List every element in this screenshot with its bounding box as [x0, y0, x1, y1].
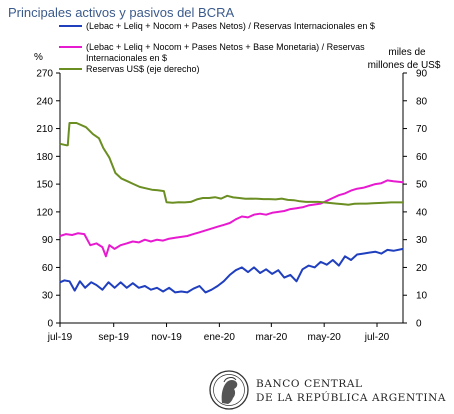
- right-tick-label: 40: [416, 207, 428, 218]
- x-tick-label: ene-20: [204, 332, 236, 343]
- right-tick-label: 90: [416, 69, 428, 80]
- x-axis-ticks: jul-19 sep-19 nov-19 ene-20 mar-20 may-20 jul-…: [47, 323, 390, 343]
- series-line-3: [59, 122, 403, 206]
- right-axis-unit-line2: millones de US$: [368, 60, 441, 71]
- legend-label-series-3: Reservas US$ (eje derecho): [86, 64, 200, 74]
- x-tick-label: sep-19: [98, 332, 129, 343]
- right-axis-ticks: 0 10 20 30 40 50 60 70 80 90: [403, 69, 428, 330]
- left-axis-ticks: 0 30 60 90 120 150 180 210 240 270: [36, 69, 60, 330]
- left-tick-label: 210: [36, 124, 53, 135]
- legend-label-series-2-line1: (Lebac + Leliq + Nocom + Pases Netos + B…: [86, 42, 365, 52]
- series-line-1: [59, 247, 404, 294]
- right-tick-label: 80: [416, 96, 428, 107]
- bcra-logo: BANCO CENTRAL DE LA REPÚBLICA ARGENTINA: [209, 370, 446, 410]
- right-tick-label: 50: [416, 180, 428, 191]
- x-tick-label: jul-19: [47, 332, 73, 343]
- left-tick-label: 60: [42, 263, 54, 274]
- right-axis-unit-line1: miles de: [388, 47, 426, 58]
- left-tick-label: 90: [42, 235, 54, 246]
- right-tick-label: 30: [416, 235, 428, 246]
- left-tick-label: 150: [36, 180, 53, 191]
- logo-text-line1: BANCO CENTRAL: [256, 378, 363, 390]
- right-tick-label: 60: [416, 152, 428, 163]
- x-tick-label: may-20: [307, 332, 341, 343]
- bcra-emblem-icon: [209, 370, 249, 410]
- left-tick-label: 0: [47, 319, 53, 330]
- right-tick-label: 70: [416, 124, 428, 135]
- left-tick-label: 180: [36, 152, 53, 163]
- series-line-2: [59, 179, 404, 258]
- right-tick-label: 10: [416, 291, 428, 302]
- x-tick-label: jul-20: [364, 332, 390, 343]
- legend-label-series-2: (Lebac + Leliq + Nocom + Pases Netos + B…: [86, 42, 367, 63]
- series-lines: [59, 122, 404, 294]
- x-tick-label: mar-20: [255, 332, 287, 343]
- left-tick-label: 270: [36, 69, 53, 80]
- logo-text-line2: DE LA REPÚBLICA ARGENTINA: [256, 390, 446, 404]
- left-axis-unit: %: [34, 52, 43, 63]
- left-tick-label: 30: [42, 291, 54, 302]
- right-tick-label: 20: [416, 263, 428, 274]
- legend: (Lebac + Leliq + Nocom + Pases Netos) / …: [59, 21, 375, 74]
- right-tick-label: 0: [416, 319, 422, 330]
- left-tick-label: 120: [36, 207, 53, 218]
- x-tick-label: nov-19: [151, 332, 182, 343]
- chart-title: Principales activos y pasivos del BCRA: [8, 5, 234, 20]
- left-tick-label: 240: [36, 96, 53, 107]
- legend-label-series-1: (Lebac + Leliq + Nocom + Pases Netos) / …: [86, 21, 375, 31]
- legend-label-series-2-line2: Internacionales en $: [86, 53, 167, 63]
